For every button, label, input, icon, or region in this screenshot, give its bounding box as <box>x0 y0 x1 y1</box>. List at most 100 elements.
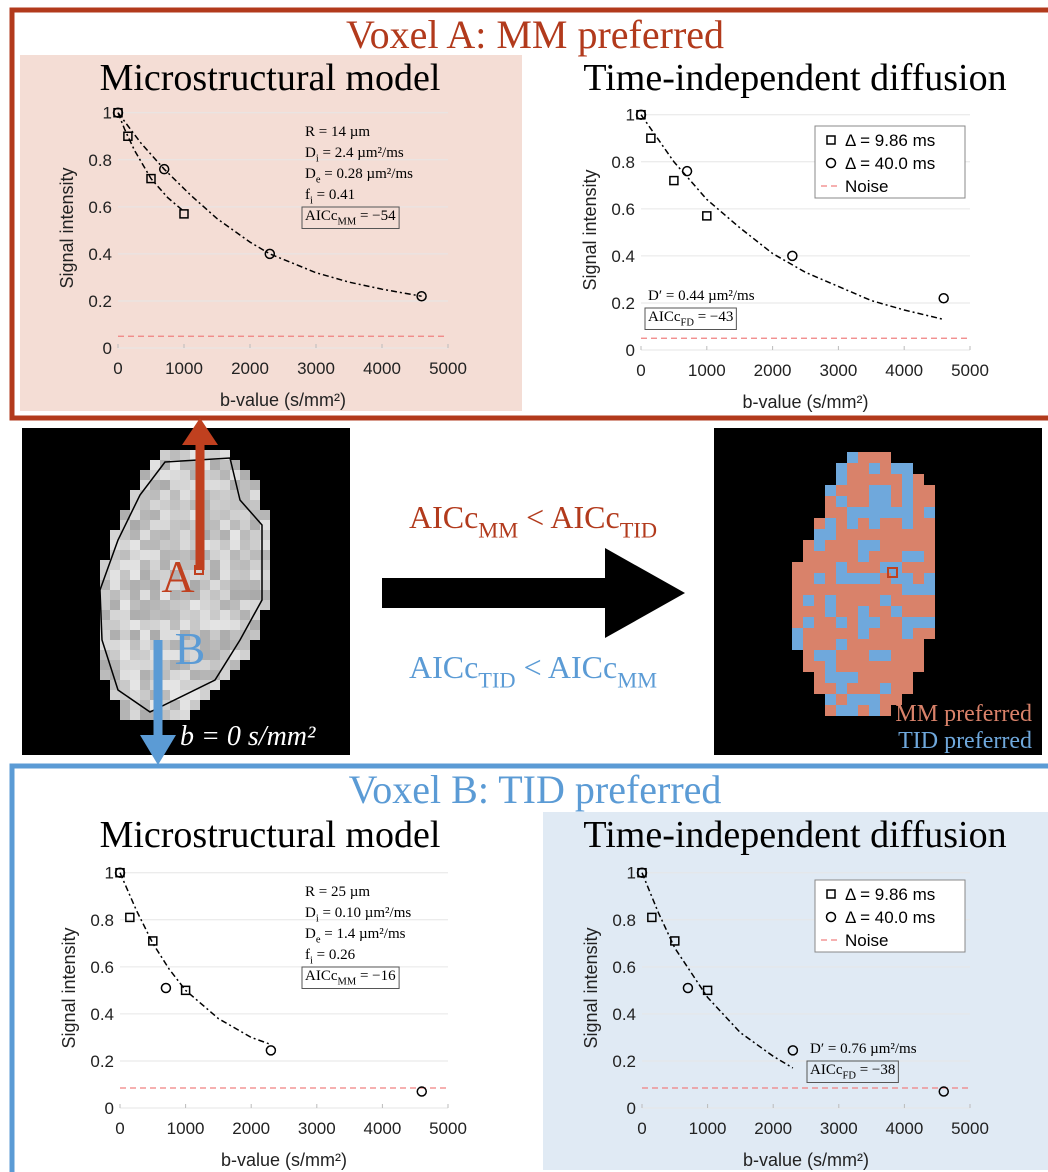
mri-pixel <box>160 670 170 680</box>
legend-label: Δ = 40.0 ms <box>845 908 935 927</box>
arrow-a-head <box>182 418 218 445</box>
mri-pixel <box>140 540 150 550</box>
text-run: = −54 <box>356 208 396 224</box>
subscript: TID <box>620 518 657 543</box>
mri-pixel <box>240 510 250 520</box>
map-pixel <box>902 595 913 606</box>
annotation-box <box>301 966 400 989</box>
map-pixel <box>803 562 814 573</box>
mri-pixel <box>110 560 120 570</box>
annotation: D′ = 0.76 µm²/ms <box>810 1041 917 1057</box>
mri-pixel <box>120 710 130 720</box>
mri-pixel <box>250 530 260 540</box>
y-tick-label: 0.6 <box>612 958 636 977</box>
mri-pixel <box>140 530 150 540</box>
mri-pixel <box>220 610 230 620</box>
map-pixel <box>913 540 924 551</box>
subscript: MM <box>617 668 657 693</box>
map-pixel <box>891 474 902 485</box>
mri-pixel <box>150 480 160 490</box>
map-pixel <box>869 705 880 716</box>
legend-label: Noise <box>845 931 888 950</box>
map-pixel <box>825 694 836 705</box>
map-pixel <box>847 672 858 683</box>
map-pixel <box>913 529 924 540</box>
mri-pixel <box>180 670 190 680</box>
y-tick-label: 0 <box>105 1099 114 1118</box>
map-pixel <box>913 551 924 562</box>
mri-pixel <box>170 630 180 640</box>
mri-pixel <box>160 520 170 530</box>
map-pixel <box>880 529 891 540</box>
mri-pixel <box>160 530 170 540</box>
map-pixel <box>825 518 836 529</box>
circle-marker <box>416 1086 428 1097</box>
map-pixel <box>891 540 902 551</box>
x-tick-label: 0 <box>113 359 122 378</box>
subscript: i <box>310 956 313 967</box>
text-run: AICc <box>409 499 478 535</box>
mri-pixel <box>160 610 170 620</box>
map-pixel <box>869 463 880 474</box>
mri-pixel <box>100 630 110 640</box>
y-tick-label: 0.2 <box>88 292 112 311</box>
map-pixel <box>847 540 858 551</box>
mri-pixel <box>120 570 130 580</box>
mri-pixel <box>200 580 210 590</box>
mri-pixel <box>200 480 210 490</box>
map-pixel <box>913 562 924 573</box>
map-pixel <box>836 705 847 716</box>
voxel-a-title: Voxel A: MM preferred <box>346 12 724 57</box>
annotation: AICcFD = −38 <box>810 1062 895 1082</box>
map-pixel <box>869 661 880 672</box>
text-run: AICc <box>648 309 681 325</box>
map-pixel <box>792 562 803 573</box>
fit-curve <box>117 112 422 297</box>
mri-pixel <box>250 490 260 500</box>
map-pixel <box>880 595 891 606</box>
map-pixel <box>891 683 902 694</box>
mri-pixel <box>100 670 110 680</box>
mri-pixel <box>250 510 260 520</box>
map-pixel <box>891 694 902 705</box>
mri-pixel <box>190 700 200 710</box>
mri-pixel <box>200 620 210 630</box>
map-pixel <box>847 529 858 540</box>
legend-label: Δ = 9.86 ms <box>845 131 935 150</box>
map-pixel <box>814 606 825 617</box>
mri-pixel <box>260 520 270 530</box>
map-pixel <box>880 584 891 595</box>
mri-pixel <box>100 580 110 590</box>
mri-pixel <box>140 480 150 490</box>
rule-tid: AICcTID < AICcMM <box>409 649 657 693</box>
mri-pixel <box>120 640 130 650</box>
y-tick-label: 0.4 <box>88 245 112 264</box>
map-pixel <box>902 474 913 485</box>
fit-curve <box>640 114 944 321</box>
mri-pixel <box>140 500 150 510</box>
mri-pixel <box>110 680 120 690</box>
circle-marker <box>265 1045 277 1056</box>
y-tick-label: 1 <box>103 104 112 123</box>
mri-pixel <box>200 640 210 650</box>
map-pixel <box>858 617 869 628</box>
map-pixel <box>891 507 902 518</box>
map-pixel <box>869 474 880 485</box>
mri-pixel <box>120 680 130 690</box>
mri-pixel <box>200 550 210 560</box>
mri-pixel <box>240 600 250 610</box>
map-pixel <box>836 617 847 628</box>
map-pixel <box>913 518 924 529</box>
mri-pixel <box>250 590 260 600</box>
map-pixel <box>847 694 858 705</box>
map-pixel <box>913 573 924 584</box>
map-pixel <box>814 573 825 584</box>
mri-pixel <box>230 570 240 580</box>
x-tick-label: 1000 <box>165 359 203 378</box>
map-pixel <box>869 606 880 617</box>
mri-pixel <box>200 660 210 670</box>
map-pixel <box>847 452 858 463</box>
mri-pixel <box>250 620 260 630</box>
mri-pixel <box>180 570 190 580</box>
x-tick-label: 4000 <box>363 359 401 378</box>
